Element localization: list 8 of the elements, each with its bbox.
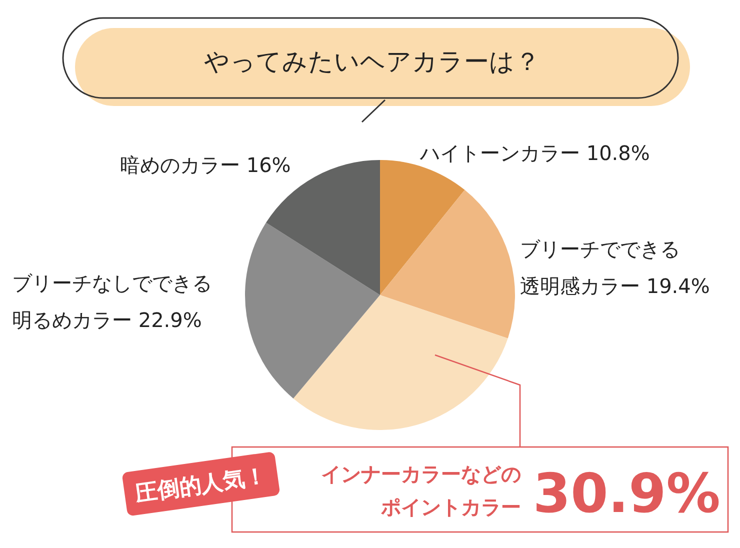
slice-label: ハイトーンカラー 10.8% bbox=[419, 141, 650, 165]
slice-label: インナーカラーなどのポイントカラー bbox=[321, 462, 521, 519]
chart-title: やってみたいヘアカラーは？ bbox=[204, 47, 540, 76]
slice-label: 暗めのカラー 16% bbox=[120, 153, 291, 177]
slice-label: ブリーチなしでできる明るめカラー 22.9% bbox=[12, 271, 212, 332]
data-label: 30.9% bbox=[533, 462, 720, 525]
slice-label: ブリーチでできる透明感カラー 19.4% bbox=[520, 237, 710, 298]
badge: 圧倒的人気！ bbox=[122, 451, 280, 516]
